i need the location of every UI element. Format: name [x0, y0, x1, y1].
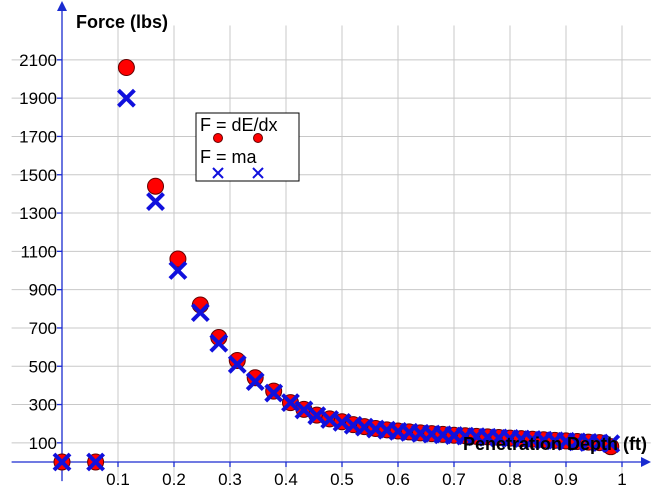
y-tick-label-1: 300 [29, 396, 57, 415]
legend-marker-series-2-b [252, 167, 264, 179]
legend-label-series-2: F = ma [200, 147, 258, 167]
point-ma-10 [281, 393, 300, 413]
point-dedx-7 [228, 352, 246, 370]
y-axis-title: Force (lbs) [76, 12, 168, 32]
legend-label-series-1: F = dE/dx [200, 115, 278, 135]
point-ma-2 [116, 88, 136, 108]
point-dedx-8 [246, 369, 264, 387]
point-ma-11 [294, 400, 314, 420]
point-ma-9 [264, 383, 284, 403]
point-dedx-3 [147, 177, 165, 195]
legend-marker-series-2-a [212, 167, 224, 179]
x-tick-label-0: 0.1 [106, 470, 130, 489]
grid-lines [11, 25, 651, 482]
axes [11, 1, 651, 482]
x-axis-title: Penetration Depth (ft) [463, 434, 647, 454]
x-tick-label-8: 0.9 [554, 470, 578, 489]
y-tick-label-0: 100 [29, 434, 57, 453]
y-tick-label-7: 1500 [19, 166, 57, 185]
y-tick-label-10: 2100 [19, 51, 57, 70]
point-ma-3 [146, 192, 165, 211]
legend: F = dE/dx F = ma [195, 112, 300, 182]
point-ma-5 [190, 303, 210, 323]
x-tick-label-4: 0.5 [330, 470, 354, 489]
point-dedx-2 [117, 59, 135, 77]
point-ma-1 [86, 452, 106, 472]
x-tick-label-7: 0.8 [498, 470, 522, 489]
y-tick-label-2: 500 [29, 357, 57, 376]
point-ma-12 [307, 406, 327, 426]
x-tick-label-9: 1 [617, 470, 626, 489]
axis-ticks: 0.1 0.2 0.3 0.4 0.5 0.6 0.7 0.8 0.9 1100300500700… [19, 51, 627, 489]
point-ma-0 [52, 452, 72, 472]
x-axis-arrow [641, 457, 651, 467]
y-tick-label-9: 1900 [19, 89, 57, 108]
point-ma-6 [209, 333, 229, 353]
x-tick-label-3: 0.4 [274, 470, 298, 489]
point-dedx-4 [169, 250, 187, 268]
legend-box [195, 112, 300, 182]
point-ma-7 [227, 354, 247, 374]
y-tick-label-4: 900 [29, 281, 57, 300]
point-ma-38 [601, 434, 621, 454]
legend-marker-series-1-b [253, 133, 263, 143]
x-tick-label-5: 0.6 [386, 470, 410, 489]
y-tick-label-8: 1700 [19, 127, 57, 146]
legend-marker-series-1-a [213, 133, 223, 143]
x-tick-label-2: 0.3 [218, 470, 242, 489]
point-ma-4 [168, 261, 188, 280]
y-tick-label-3: 700 [29, 319, 57, 338]
x-tick-label-6: 0.7 [442, 470, 466, 489]
data-points [52, 59, 621, 472]
x-tick-label-1: 0.2 [162, 470, 186, 489]
y-axis-arrow [57, 1, 67, 11]
y-tick-label-6: 1300 [19, 204, 57, 223]
y-tick-label-5: 1100 [20, 242, 57, 261]
point-ma-8 [245, 372, 265, 391]
